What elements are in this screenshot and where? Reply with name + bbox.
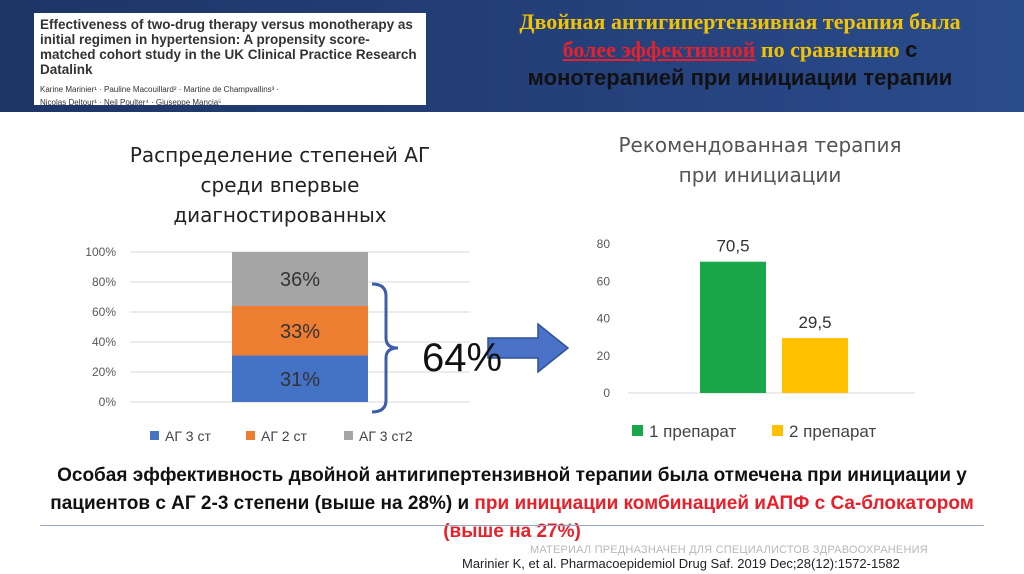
title-part-1: Двойная антигипертензивная терапия была (519, 9, 961, 34)
disclaimer: МАТЕРИАЛ ПРЕДНАЗНАЧЕН ДЛЯ СПЕЦИАЛИСТОВ З… (530, 544, 928, 556)
bracket-label: 64% (422, 336, 503, 380)
legend-label: АГ 3 ст (165, 428, 211, 444)
paper-reference: Effectiveness of two-drug therapy versus… (34, 13, 426, 107)
curly-bracket (371, 282, 399, 414)
data-label: 33% (280, 321, 320, 343)
citation: Marinier K, et al. Pharmacoepidemiol Dru… (462, 556, 900, 571)
conclusion-text: Особая эффективность двойной антигиперте… (30, 462, 994, 546)
paper-title: Effectiveness of two-drug therapy versus… (40, 17, 417, 77)
title-part-3: по сравнению (755, 37, 906, 62)
legend-label: АГ 2 ст (261, 428, 307, 444)
y-tick-label: 20 (597, 349, 611, 363)
title-part-4: с (905, 37, 918, 62)
stacked-bar-segment (232, 355, 368, 402)
bar (700, 261, 766, 393)
slide-title: Двойная антигипертензивная терапия была … (462, 8, 1018, 92)
authors-line-2: Nicolas Deltour¹ · Neil Poulter⁴ · Giuse… (40, 98, 222, 107)
y-tick-label: 60 (597, 274, 611, 288)
legend-swatch (772, 425, 783, 436)
y-tick-label: 20% (92, 365, 116, 379)
legend-swatch (632, 425, 643, 436)
data-label: 70,5 (716, 237, 749, 256)
y-tick-label: 40 (597, 312, 611, 326)
y-tick-label: 60% (92, 305, 116, 319)
right-chart-title: Рекомендованная терапия при инициации (618, 133, 902, 187)
right-arrow-icon (487, 322, 570, 374)
authors-line-1: Karine Marinier¹ · Pauline Macouillard² … (40, 85, 280, 94)
header-bar: Effectiveness of two-drug therapy versus… (0, 0, 1024, 112)
paper-authors: Karine Marinier¹ · Pauline Macouillard² … (40, 83, 420, 109)
stacked-bar-segment (232, 306, 368, 356)
y-tick-label: 0% (99, 395, 117, 409)
conclusion-part-1: Особая эффективность двойной антигиперте… (50, 465, 967, 514)
legend-label: АГ 3 ст2 (359, 428, 413, 444)
legend-label: 1 препарат (649, 422, 736, 441)
legend-swatch (344, 431, 353, 440)
y-tick-label: 80% (92, 275, 116, 289)
legend-swatch (246, 431, 255, 440)
left-chart-title: Распределение степеней АГ среди впервые … (129, 143, 431, 227)
bar (782, 338, 848, 393)
conclusion-part-2: при инициации комбинацией иАПФ с Са-блок… (443, 493, 974, 542)
y-tick-label: 40% (92, 335, 116, 349)
y-tick-label: 100% (85, 245, 116, 259)
legend-label: 2 препарат (789, 422, 876, 441)
y-tick-label: 80 (597, 237, 611, 251)
title-part-2: более эффективной (562, 37, 756, 62)
divider (40, 525, 984, 526)
stacked-bar-segment (232, 252, 368, 306)
title-part-5: монотерапией при инициации терапии (527, 65, 953, 90)
y-tick-label: 0 (603, 386, 610, 400)
data-label: 36% (280, 269, 320, 291)
data-label: 29,5 (798, 313, 831, 332)
data-label: 31% (280, 369, 320, 391)
legend-swatch (150, 431, 159, 440)
